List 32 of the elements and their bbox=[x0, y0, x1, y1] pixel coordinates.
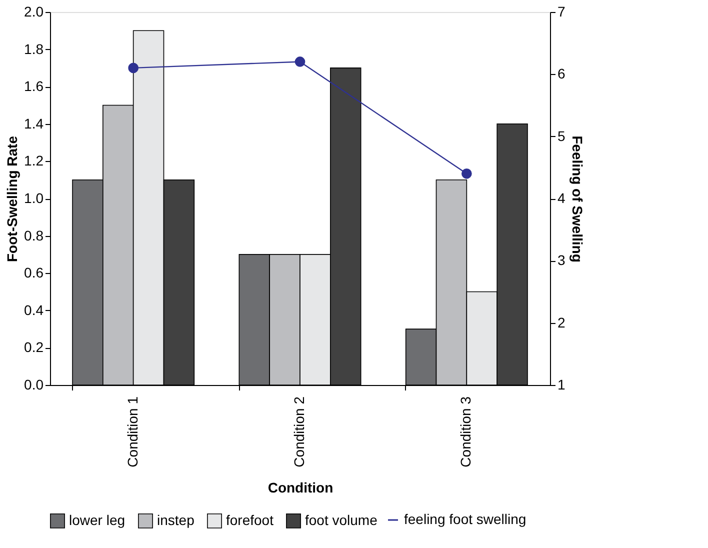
y2-tick-label: 3 bbox=[558, 252, 566, 268]
x-tick-label: Condition 1 bbox=[124, 396, 140, 468]
y-tick-label: 2.0 bbox=[24, 4, 44, 20]
y-tick-label: 1.0 bbox=[24, 190, 44, 206]
y-tick-label: 0.0 bbox=[24, 376, 44, 392]
y-tick-label: 1.2 bbox=[24, 152, 44, 169]
y-axis-title: Foot-Swelling Rate bbox=[4, 136, 20, 262]
legend-label: feeling foot swelling bbox=[404, 511, 526, 527]
y2-tick-label: 1 bbox=[558, 376, 566, 392]
legend-label: lower leg bbox=[69, 512, 126, 528]
y2-tick-label: 6 bbox=[558, 66, 566, 82]
y-tick-label: 1.4 bbox=[24, 115, 44, 132]
legend-label: instep bbox=[157, 512, 195, 528]
x-tick-label: Condition 3 bbox=[458, 396, 474, 468]
y-tick-label: 0.4 bbox=[24, 302, 44, 318]
y-tick-label: 1.8 bbox=[24, 40, 44, 57]
y-tick-label: 0.6 bbox=[24, 264, 44, 281]
point bbox=[294, 56, 306, 67]
legend-label: forefoot bbox=[226, 512, 274, 528]
y2-tick-label: 4 bbox=[558, 190, 566, 206]
y2-tick-label: 7 bbox=[558, 4, 566, 20]
y2-tick-label: 5 bbox=[558, 128, 566, 144]
point bbox=[128, 62, 139, 74]
legend-label: foot volume bbox=[305, 512, 378, 528]
x-tick-label: Condition 2 bbox=[291, 396, 307, 468]
x-axis-title: Condition bbox=[268, 479, 334, 496]
y2-tick-label: 2 bbox=[558, 314, 566, 330]
point bbox=[461, 168, 472, 179]
y-tick-label: 1.6 bbox=[24, 78, 44, 94]
y2-axis-title: Feeling of Swelling bbox=[569, 136, 586, 262]
y-tick-label: 0.8 bbox=[24, 227, 44, 244]
y-tick-label: 0.2 bbox=[24, 339, 44, 356]
